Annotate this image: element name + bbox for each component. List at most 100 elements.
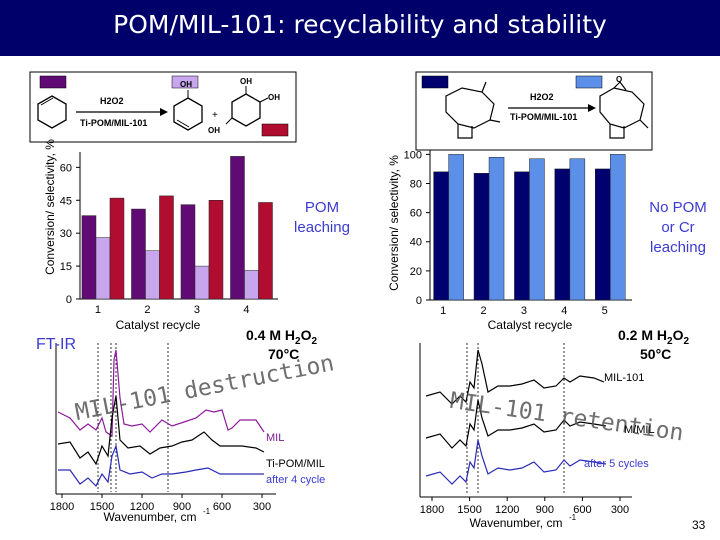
bar1-bar: [194, 265, 210, 300]
ftir-left-trace-tipom: [57, 395, 265, 466]
bar1-bar: [145, 250, 160, 300]
ir1-xtick-label: 1800: [50, 501, 74, 513]
ftir-left-legend-tipom: Ti-POM/MIL: [266, 458, 325, 470]
bar2-bar: [554, 168, 571, 301]
bar2-bar: [473, 173, 490, 301]
bar-chart-right: Conversion/ selectivity, % Catalyst recy…: [387, 149, 632, 332]
left-note: POM leaching: [294, 199, 350, 236]
bar-chart-left: Conversion/ selectivity, % Catalyst recy…: [43, 139, 278, 332]
bar2-xtick-label: 1: [440, 305, 446, 317]
ir2-xlabel: Wavenumber, cm: [470, 516, 563, 530]
bar2-ytick-label: 80: [410, 178, 422, 190]
ftir-right-trace-mil: [425, 349, 605, 405]
bar2-bar: [594, 168, 611, 301]
ir2-xtick-label: 900: [536, 504, 554, 516]
bar2-bar: [448, 154, 464, 301]
bar1-ylabel: Conversion/ selectivity, %: [43, 139, 57, 275]
ir1-xlabel-superscript: -1: [203, 507, 211, 516]
bar2-ytick-label: 100: [404, 149, 422, 161]
bar2-bar: [488, 157, 505, 301]
bar1-bar: [230, 156, 245, 300]
right-note: No POM or Cr leaching: [649, 199, 707, 256]
ftir-right-legend-mmil: M/MIL: [624, 424, 655, 436]
bar2-ytick-label: 60: [410, 208, 422, 220]
ir1-xtick-label: 1200: [130, 501, 154, 513]
title-bar: POM/MIL-101: recyclability and stability: [0, 0, 720, 56]
legend-swatch-dark-purple: [39, 75, 67, 89]
ftir-right-trace-after: [425, 439, 607, 485]
bar1-bar: [109, 197, 125, 300]
legend-swatch-crimson: [261, 123, 289, 137]
bar2-bar: [529, 158, 545, 301]
bar1-bar: [244, 270, 259, 300]
ir1-xtick-label: 600: [213, 501, 231, 513]
bar1-bar: [159, 195, 174, 300]
right-reaction-scheme: H2O2 Ti-POM/MIL-101 O: [415, 71, 653, 151]
right-condition-conc: 0.2 M H2O2: [618, 327, 690, 347]
left-condition-temp: 70°C: [268, 346, 300, 362]
ftir-left-legend-after: after 4 cycle: [266, 474, 326, 486]
bar1-ytick-label: 60: [60, 162, 72, 174]
bar1-bar: [180, 204, 196, 300]
bar1-bar: [131, 208, 146, 300]
ir2-xlabel-superscript: -1: [569, 513, 577, 522]
bar2-ytick-label: 20: [410, 266, 422, 278]
bar1-bar: [95, 237, 111, 300]
ir2-xtick-label: 600: [573, 504, 591, 516]
bar1-bar: [258, 202, 273, 300]
bar1-xlabel: Catalyst recycle: [116, 318, 201, 332]
ftir-left-legend-mil: MIL: [266, 432, 285, 444]
bar1-xtick-label: 3: [194, 304, 200, 316]
left-reaction-scheme: H2O2 Ti-POM/MIL-101 OH + OH OH OH: [29, 71, 297, 143]
bar1-bar: [208, 200, 224, 300]
bar1-ytick-label: 45: [60, 195, 72, 207]
bar2-ylabel: Conversion/ selectivity, %: [387, 155, 401, 291]
bar2-xtick-label: 5: [602, 305, 608, 317]
ftir-chart-right: Wavenumber, cm -1 1800 1500 1200 900 600 300: [419, 343, 632, 530]
legend-swatch-light-blue: [575, 75, 603, 89]
bar2-xtick-label: 3: [521, 305, 527, 317]
bar1-xtick-label: 2: [144, 304, 150, 316]
bar2-xlabel: Catalyst recycle: [488, 318, 573, 332]
ftir-chart-left: Wavenumber, cm -1 1800 1500 1200 900 600 300: [50, 343, 276, 524]
slide-title: POM/MIL-101: recyclability and stability: [113, 10, 607, 39]
svg-text:OH: OH: [240, 77, 252, 86]
bar1-ytick-label: 15: [60, 261, 72, 273]
ftir-right-legend-mil: MIL-101: [604, 372, 645, 384]
catalyst-label-right: Ti-POM/MIL-101: [510, 112, 577, 122]
catalyst-label-left: Ti-POM/MIL-101: [80, 118, 147, 128]
ftir-label: FT-IR: [36, 336, 76, 353]
bar2-bar: [609, 154, 626, 301]
product-ring-allylic: [173, 97, 203, 131]
ir1-xlabel: Wavenumber, cm: [104, 510, 197, 524]
cyclohexene-ring: [37, 95, 67, 129]
bar1-xtick-label: 1: [95, 304, 101, 316]
svg-text:OH: OH: [180, 80, 192, 89]
left-condition-conc: 0.4 M H2O2: [246, 327, 318, 347]
ir2-xtick-label: 1200: [495, 504, 519, 516]
ir1-xtick-label: 300: [253, 501, 271, 513]
svg-text:OH: OH: [268, 93, 280, 102]
reagent-label-right: H2O2: [530, 92, 554, 102]
legend-swatch-light-purple: [171, 75, 199, 89]
ftir-left-trace-mil: [57, 349, 265, 438]
epoxide-structure: [599, 81, 649, 139]
bar2-ytick-label: 0: [416, 295, 422, 307]
bar2-xtick-label: 2: [480, 305, 486, 317]
bar2-bar: [433, 171, 449, 301]
bar1-xtick-label: 4: [243, 304, 249, 316]
reagent-label-left: H2O2: [100, 96, 124, 106]
ir2-xtick-label: 1800: [420, 504, 444, 516]
caryophyllene-structure: [445, 81, 501, 139]
page-number: 33: [692, 518, 706, 532]
ftir-right-trace-mmil: [425, 399, 607, 449]
plus-sign: +: [212, 110, 218, 121]
svg-text:OH: OH: [208, 126, 220, 135]
bar2-ytick-label: 40: [410, 237, 422, 249]
bar2-bar: [514, 171, 530, 301]
bar2-xtick-label: 4: [561, 305, 567, 317]
legend-swatch-dark-navy: [421, 75, 449, 89]
right-condition-temp: 50°C: [640, 346, 672, 362]
ftir-right-legend-after: after 5 cycles: [584, 458, 649, 470]
